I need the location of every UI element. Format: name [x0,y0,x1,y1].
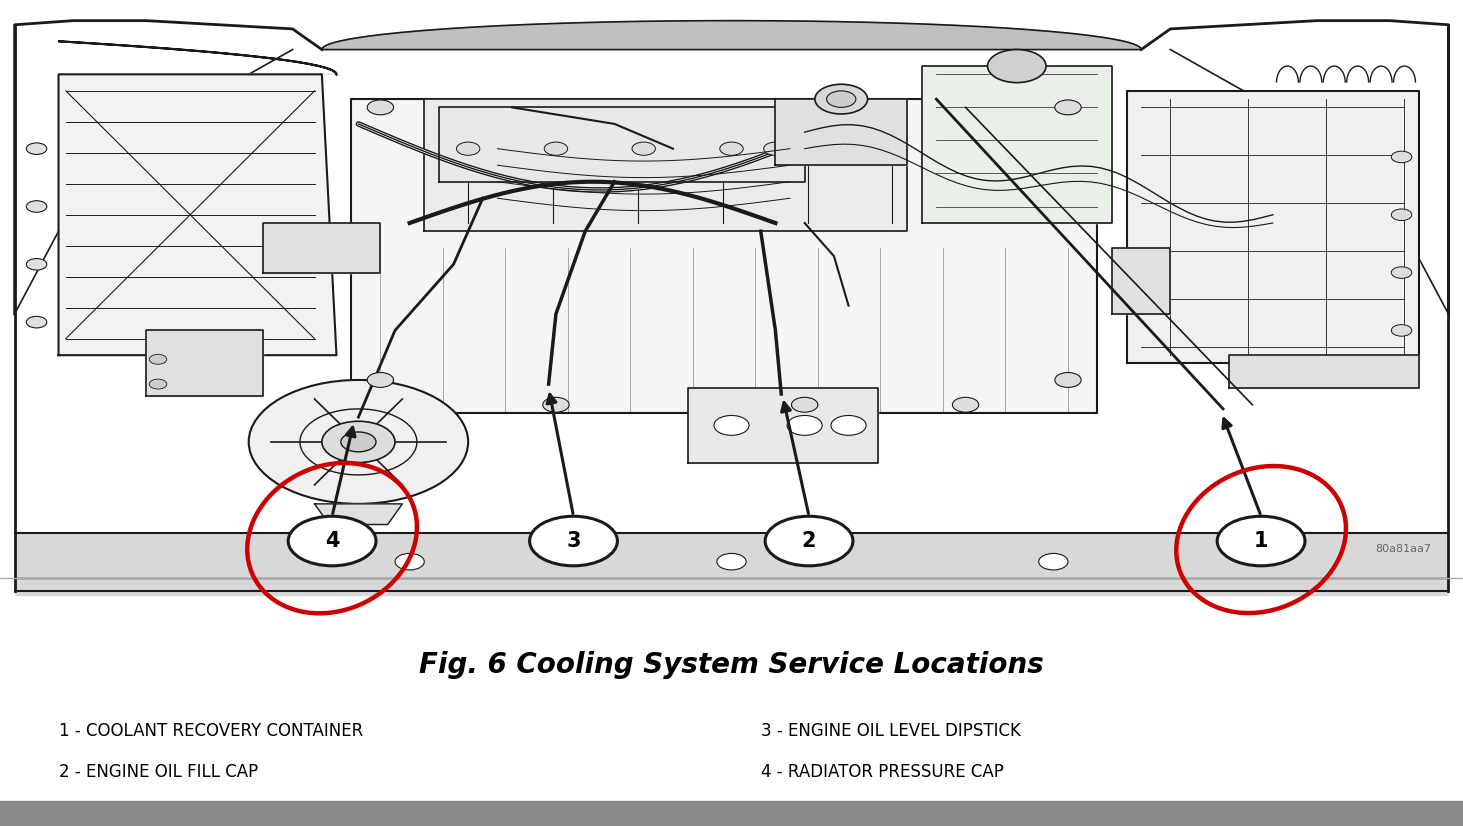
Circle shape [543,397,569,412]
Polygon shape [1229,355,1419,388]
Circle shape [815,84,868,114]
Polygon shape [146,330,263,396]
Circle shape [764,142,787,155]
Circle shape [791,397,818,412]
Circle shape [1391,325,1412,336]
Polygon shape [922,66,1112,223]
Polygon shape [263,223,380,273]
Polygon shape [688,388,878,463]
Text: 3: 3 [566,531,581,551]
Polygon shape [351,99,1097,413]
Circle shape [827,91,856,107]
Circle shape [367,373,394,387]
Polygon shape [424,99,907,231]
Circle shape [1217,516,1305,566]
Circle shape [720,142,743,155]
Circle shape [249,380,468,504]
Circle shape [395,553,424,570]
Circle shape [544,142,568,155]
Circle shape [288,516,376,566]
Polygon shape [439,107,805,182]
Polygon shape [775,99,907,165]
Text: 1 - COOLANT RECOVERY CONTAINER: 1 - COOLANT RECOVERY CONTAINER [59,722,363,740]
Circle shape [26,259,47,270]
Polygon shape [1127,91,1419,363]
Circle shape [341,432,376,452]
Circle shape [26,143,47,154]
Text: 2: 2 [802,531,816,551]
Polygon shape [59,41,336,74]
Circle shape [149,354,167,364]
Circle shape [1055,100,1081,115]
Circle shape [714,415,749,435]
Polygon shape [59,74,336,355]
Text: 4 - RADIATOR PRESSURE CAP: 4 - RADIATOR PRESSURE CAP [761,763,1004,781]
Circle shape [988,50,1046,83]
Circle shape [1055,373,1081,387]
Polygon shape [322,21,1141,50]
Circle shape [765,516,853,566]
Text: 80a81aa7: 80a81aa7 [1375,544,1431,554]
Circle shape [530,516,617,566]
Circle shape [26,316,47,328]
Circle shape [787,415,822,435]
Circle shape [1391,267,1412,278]
Circle shape [456,142,480,155]
Circle shape [1039,553,1068,570]
Polygon shape [315,504,402,525]
Circle shape [149,379,167,389]
Circle shape [831,415,866,435]
Circle shape [952,397,979,412]
Circle shape [322,421,395,463]
Polygon shape [0,801,1463,826]
Polygon shape [1112,248,1170,314]
Circle shape [1391,151,1412,163]
Polygon shape [15,533,1448,595]
Circle shape [26,201,47,212]
Text: 1: 1 [1254,531,1268,551]
Text: 4: 4 [325,531,339,551]
Circle shape [367,100,394,115]
Circle shape [632,142,655,155]
Circle shape [717,553,746,570]
Text: 2 - ENGINE OIL FILL CAP: 2 - ENGINE OIL FILL CAP [59,763,257,781]
Text: 3 - ENGINE OIL LEVEL DIPSTICK: 3 - ENGINE OIL LEVEL DIPSTICK [761,722,1021,740]
Circle shape [1391,209,1412,221]
Text: Fig. 6 Cooling System Service Locations: Fig. 6 Cooling System Service Locations [418,651,1045,679]
